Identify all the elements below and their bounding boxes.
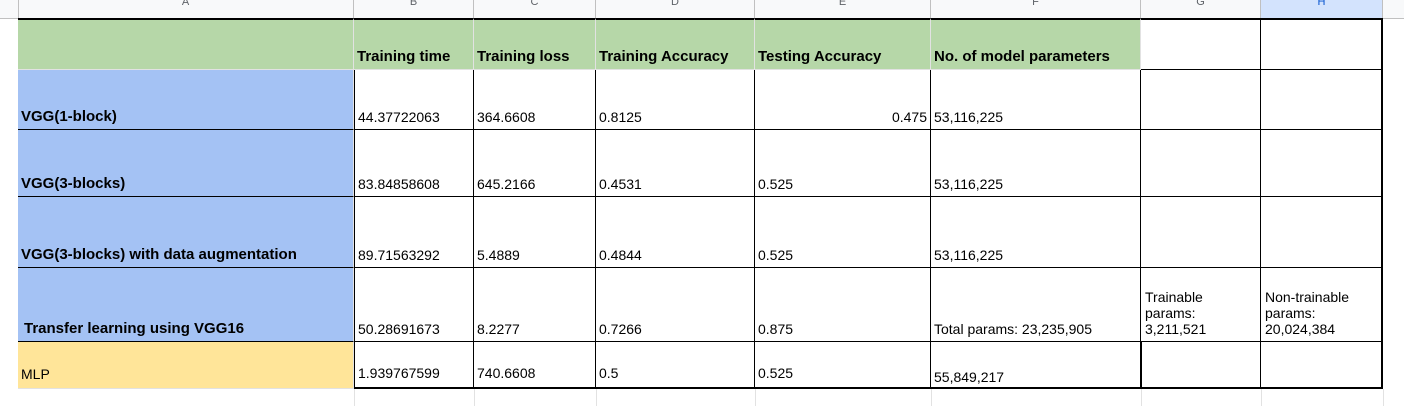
- training-time-cell[interactable]: 1.939767599: [354, 342, 474, 389]
- column-header-f[interactable]: F: [931, 0, 1141, 18]
- model-parameters-cell[interactable]: 53,116,225: [931, 130, 1141, 197]
- model-name-cell[interactable]: VGG(1-block): [18, 70, 354, 130]
- training-loss-cell[interactable]: 645.2166: [474, 130, 596, 197]
- training-accuracy-cell[interactable]: 0.8125: [596, 70, 755, 130]
- empty-cell[interactable]: [596, 389, 756, 406]
- select-all-corner[interactable]: [0, 0, 19, 18]
- column-header-h[interactable]: H: [1261, 0, 1383, 18]
- header-training-accuracy[interactable]: Training Accuracy: [596, 18, 755, 70]
- column-header-a[interactable]: A: [18, 0, 354, 18]
- non-trainable-params-cell[interactable]: Non-trainable params: 20,024,384: [1261, 268, 1383, 342]
- column-g-cell[interactable]: [1141, 130, 1261, 197]
- empty-row-strip: [18, 389, 1404, 406]
- training-loss-cell[interactable]: 364.6608: [474, 70, 596, 130]
- model-name-cell[interactable]: VGG(3-blocks): [18, 130, 354, 197]
- testing-accuracy-cell[interactable]: 0.525: [755, 342, 931, 389]
- training-accuracy-cell[interactable]: 0.7266: [596, 268, 755, 342]
- column-header-c[interactable]: C: [474, 0, 596, 18]
- training-time-cell[interactable]: 83.84858608: [354, 130, 474, 197]
- training-loss-cell[interactable]: 8.2277: [474, 268, 596, 342]
- header-cell-h[interactable]: [1261, 18, 1383, 70]
- empty-cell[interactable]: [354, 389, 475, 406]
- model-name-cell[interactable]: MLP: [18, 342, 354, 389]
- column-header-e[interactable]: E: [755, 0, 931, 18]
- column-h-cell[interactable]: [1261, 130, 1383, 197]
- testing-accuracy-cell[interactable]: 0.525: [755, 197, 931, 268]
- column-g-cell[interactable]: [1141, 197, 1261, 268]
- training-accuracy-cell[interactable]: 0.4844: [596, 197, 755, 268]
- column-h-cell[interactable]: [1261, 197, 1383, 268]
- training-time-cell[interactable]: 44.37722063: [354, 70, 474, 130]
- header-testing-accuracy[interactable]: Testing Accuracy: [755, 18, 931, 70]
- model-parameters-cell[interactable]: 53,116,225: [931, 70, 1141, 130]
- column-header-bar: A B C D E F G H: [0, 0, 1404, 19]
- model-parameters-cell[interactable]: Total params: 23,235,905: [931, 268, 1141, 342]
- training-accuracy-cell[interactable]: 0.4531: [596, 130, 755, 197]
- training-time-cell[interactable]: 89.71563292: [354, 197, 474, 268]
- model-parameters-cell[interactable]: 55,849,217: [931, 342, 1141, 389]
- column-h-cell[interactable]: [1261, 342, 1383, 389]
- header-model-parameters[interactable]: No. of model parameters: [931, 18, 1141, 70]
- column-header-d[interactable]: D: [596, 0, 755, 18]
- trainable-params-cell[interactable]: Trainable params: 3,211,521: [1141, 268, 1261, 342]
- testing-accuracy-cell[interactable]: 0.525: [755, 130, 931, 197]
- empty-cell[interactable]: [1141, 389, 1262, 406]
- header-cell-g[interactable]: [1141, 18, 1261, 70]
- training-accuracy-cell[interactable]: 0.5: [596, 342, 755, 389]
- model-name-cell[interactable]: Transfer learning using VGG16: [18, 268, 354, 342]
- empty-cell[interactable]: [474, 389, 597, 406]
- empty-cell[interactable]: [755, 389, 932, 406]
- column-header-g[interactable]: G: [1141, 0, 1261, 18]
- model-parameters-cell[interactable]: 53,116,225: [931, 197, 1141, 268]
- training-loss-cell[interactable]: 5.4889: [474, 197, 596, 268]
- header-cell-a[interactable]: [18, 18, 354, 70]
- testing-accuracy-cell[interactable]: 0.875: [755, 268, 931, 342]
- column-h-cell[interactable]: [1261, 70, 1383, 130]
- testing-accuracy-cell[interactable]: 0.475: [755, 70, 931, 130]
- empty-cell[interactable]: [931, 389, 1142, 406]
- training-time-cell[interactable]: 50.28691673: [354, 268, 474, 342]
- header-training-time[interactable]: Training time: [354, 18, 474, 70]
- header-training-loss[interactable]: Training loss: [474, 18, 596, 70]
- training-loss-cell[interactable]: 740.6608: [474, 342, 596, 389]
- empty-cell[interactable]: [18, 389, 355, 406]
- column-g-cell[interactable]: [1141, 342, 1261, 389]
- column-g-cell[interactable]: [1141, 70, 1261, 130]
- empty-cell[interactable]: [1261, 389, 1384, 406]
- column-header-b[interactable]: B: [354, 0, 474, 18]
- model-name-cell[interactable]: VGG(3-blocks) with data augmentation: [18, 197, 354, 268]
